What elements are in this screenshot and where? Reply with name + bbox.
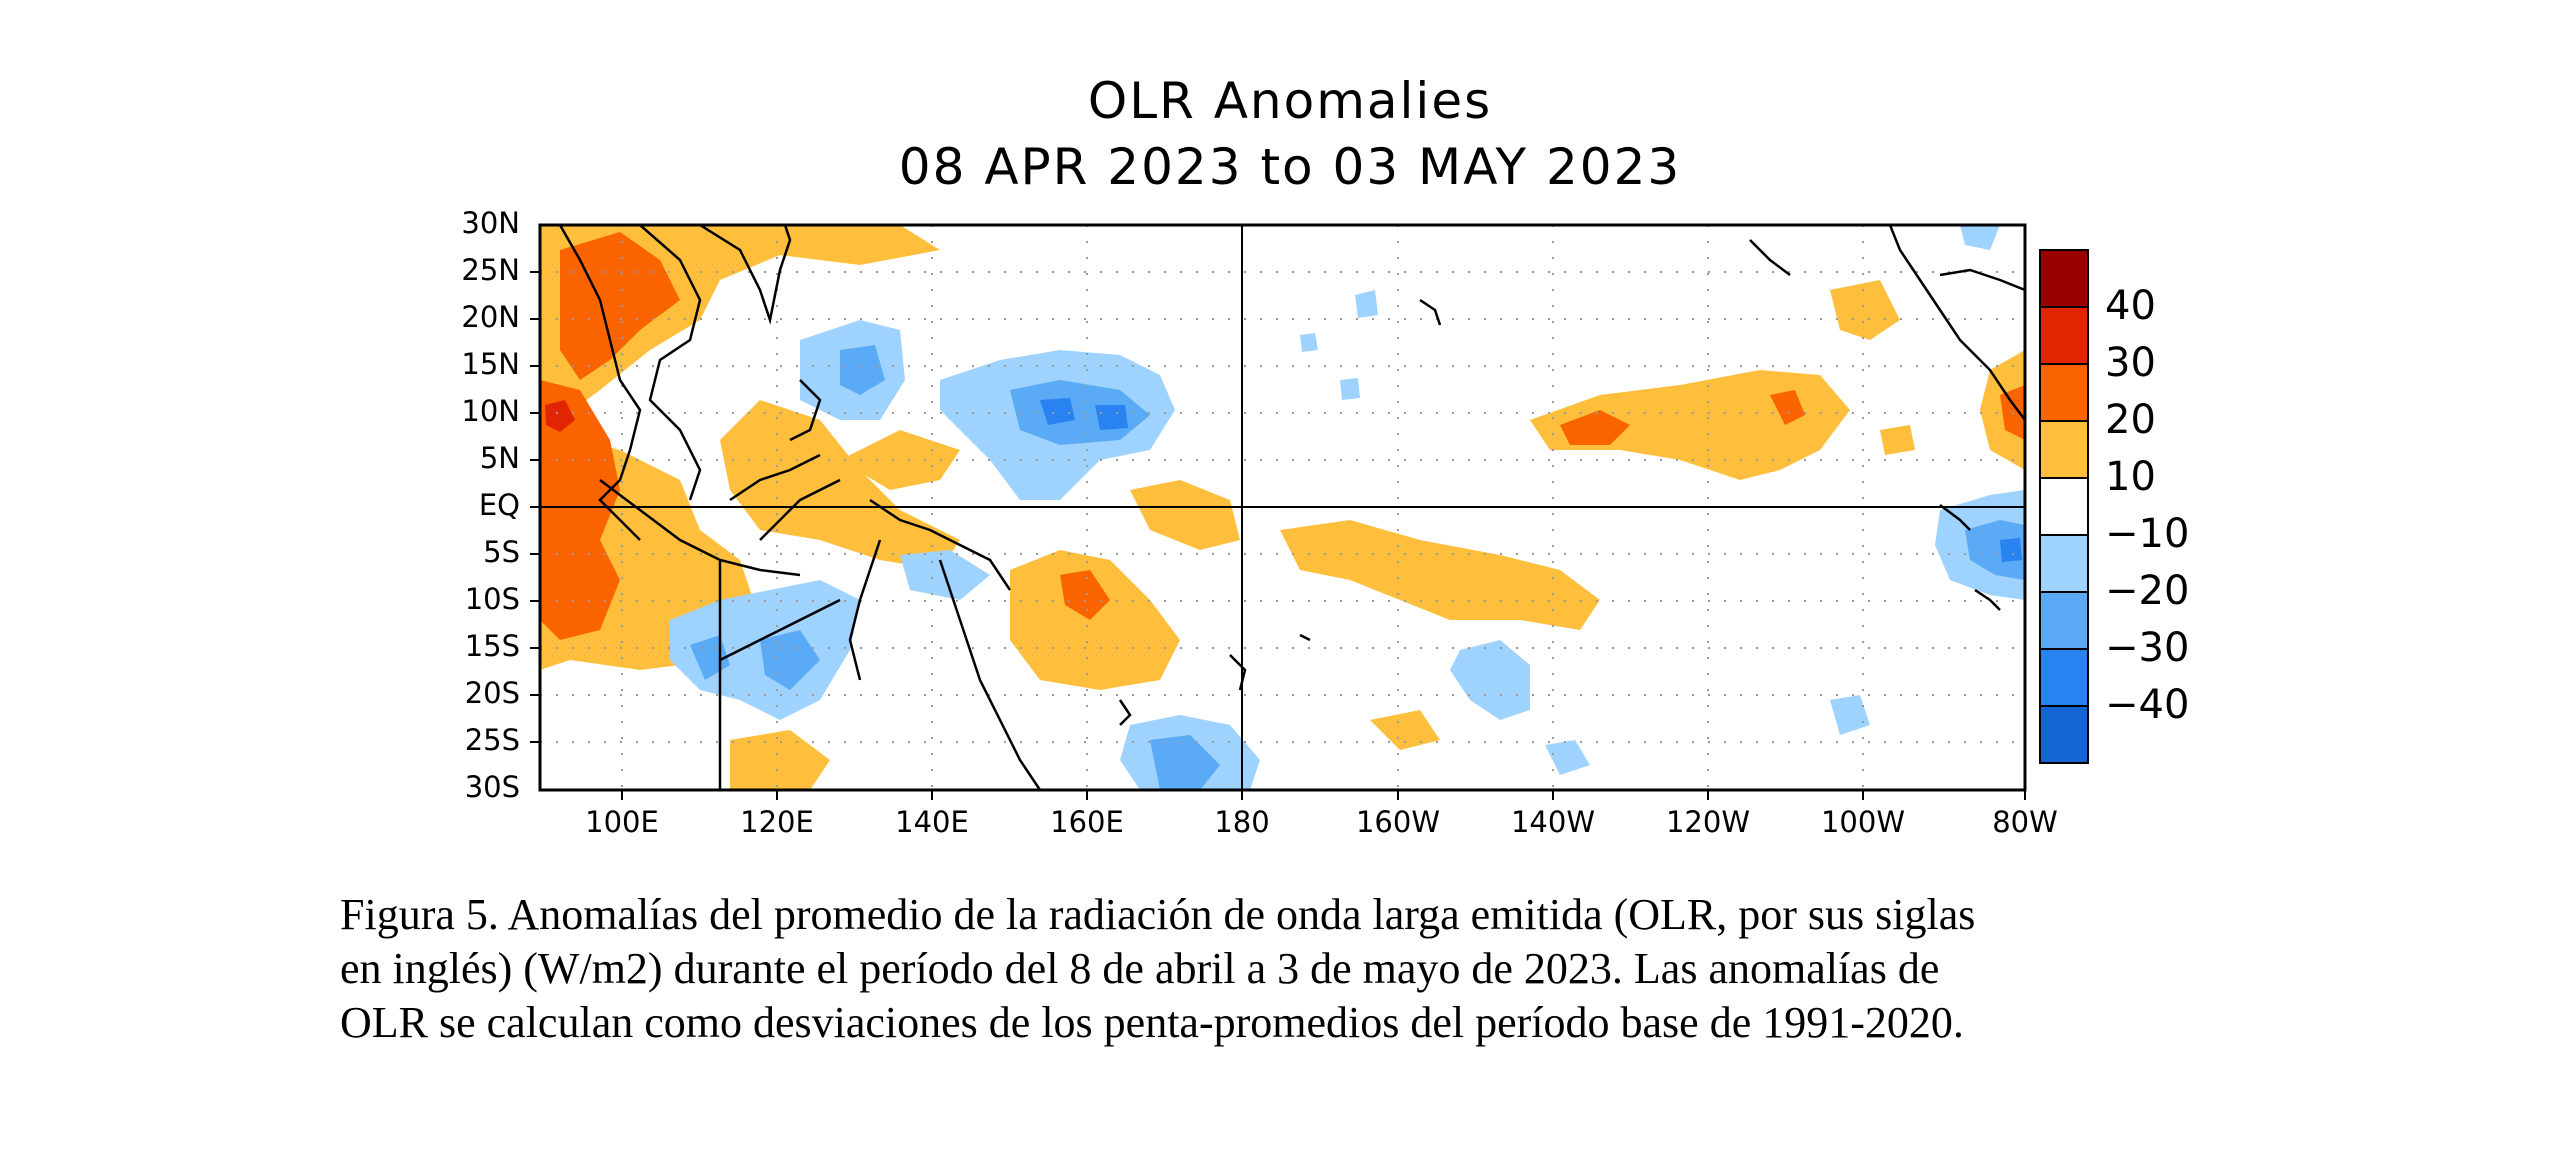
lon-label: 160E [1050,805,1124,839]
negative-anomaly-region [1150,735,1220,790]
lon-label: 100E [585,805,659,839]
lat-label: 20S [464,676,520,710]
colorbar-label: −40 [2105,682,2190,728]
negative-anomaly-region [760,630,820,690]
colorbar-swatch [2039,648,2089,707]
colorbar-swatch [2039,534,2089,593]
positive-anomaly-region [1280,520,1600,630]
lon-label: 80W [1992,805,2058,839]
lon-label: 140W [1510,805,1596,839]
map-title: OLR Anomalies [1087,72,1493,130]
positive-anomaly-region [560,232,680,380]
negative-anomaly-region [2000,538,2022,562]
lat-label: 5N [479,441,520,475]
positive-anomaly-region [1770,390,1805,425]
negative-anomaly-region [1965,520,2025,580]
positive-anomaly-region [1880,425,1915,455]
lat-label: 25S [464,723,520,757]
negative-anomaly-region [1355,290,1378,318]
lat-label: 10N [461,394,520,428]
negative-anomaly-region [1450,640,1530,720]
lon-label: 140E [895,805,969,839]
colorbar [2039,249,2089,764]
negative-anomaly-region [1300,333,1318,352]
colorbar-label: −10 [2105,511,2190,557]
colorbar-swatch [2039,420,2089,479]
lat-label: 15N [461,347,520,381]
lat-label: 5S [483,535,520,569]
colorbar-label: 20 [2105,397,2156,443]
positive-anomaly-region [1370,710,1440,750]
colorbar-label: 30 [2105,340,2156,386]
positive-anomaly-region [730,730,830,790]
positive-anomaly-region [545,400,575,432]
colorbar-swatch [2039,591,2089,650]
lat-label: 15S [464,629,520,663]
lat-label: 25N [461,253,520,287]
anomaly-fields [540,225,2025,790]
colorbar-label: 40 [2105,283,2156,329]
negative-anomaly-region [1960,225,2000,250]
positive-anomaly-region [1060,570,1110,620]
lon-label: 120E [740,805,814,839]
negative-anomaly-region [840,345,885,395]
lon-label: 120W [1665,805,1751,839]
colorbar-swatch [2039,363,2089,422]
positive-anomaly-region [540,380,620,640]
colorbar-swatch [2039,249,2089,308]
negative-anomaly-region [1830,695,1870,735]
negative-anomaly-region [1040,398,1075,425]
positive-anomaly-region [1560,410,1630,445]
positive-anomaly-region [720,400,960,570]
positive-anomaly-region [1010,550,1180,690]
lat-label: 10S [464,582,520,616]
figure-caption: Figura 5. Anomalías del promedio de la r… [340,888,2260,1050]
negative-anomaly-region [1095,405,1128,430]
lon-label: 180 [1214,805,1270,839]
colorbar-swatch [2039,306,2089,365]
negative-anomaly-region [1545,740,1590,775]
caption-line: Figura 5. Anomalías del promedio de la r… [340,890,1976,939]
positive-anomaly-region [1530,370,1850,480]
lon-label: 100W [1820,805,1906,839]
lat-label: 30N [461,206,520,240]
positive-anomaly-region [1830,280,1900,340]
coastlines [558,225,2025,790]
lat-label: EQ [478,488,520,522]
axis-ticks [530,271,2026,800]
lon-label: 160W [1355,805,1441,839]
colorbar-label: −30 [2105,625,2190,671]
colorbar-swatch [2039,477,2089,536]
map-subtitle: 08 APR 2023 to 03 MAY 2023 [898,138,1682,196]
caption-line: en inglés) (W/m2) durante el período del… [340,944,1940,993]
positive-anomaly-region [1130,480,1240,550]
colorbar-label: 10 [2105,454,2156,500]
caption-line: OLR se calculan como desviaciones de los… [340,998,1964,1047]
lat-label: 20N [461,300,520,334]
colorbar-swatch [2039,705,2089,764]
negative-anomaly-region [1340,378,1360,400]
colorbar-label: −20 [2105,568,2190,614]
lat-label: 30S [464,770,520,804]
positive-anomaly-region [840,430,960,490]
